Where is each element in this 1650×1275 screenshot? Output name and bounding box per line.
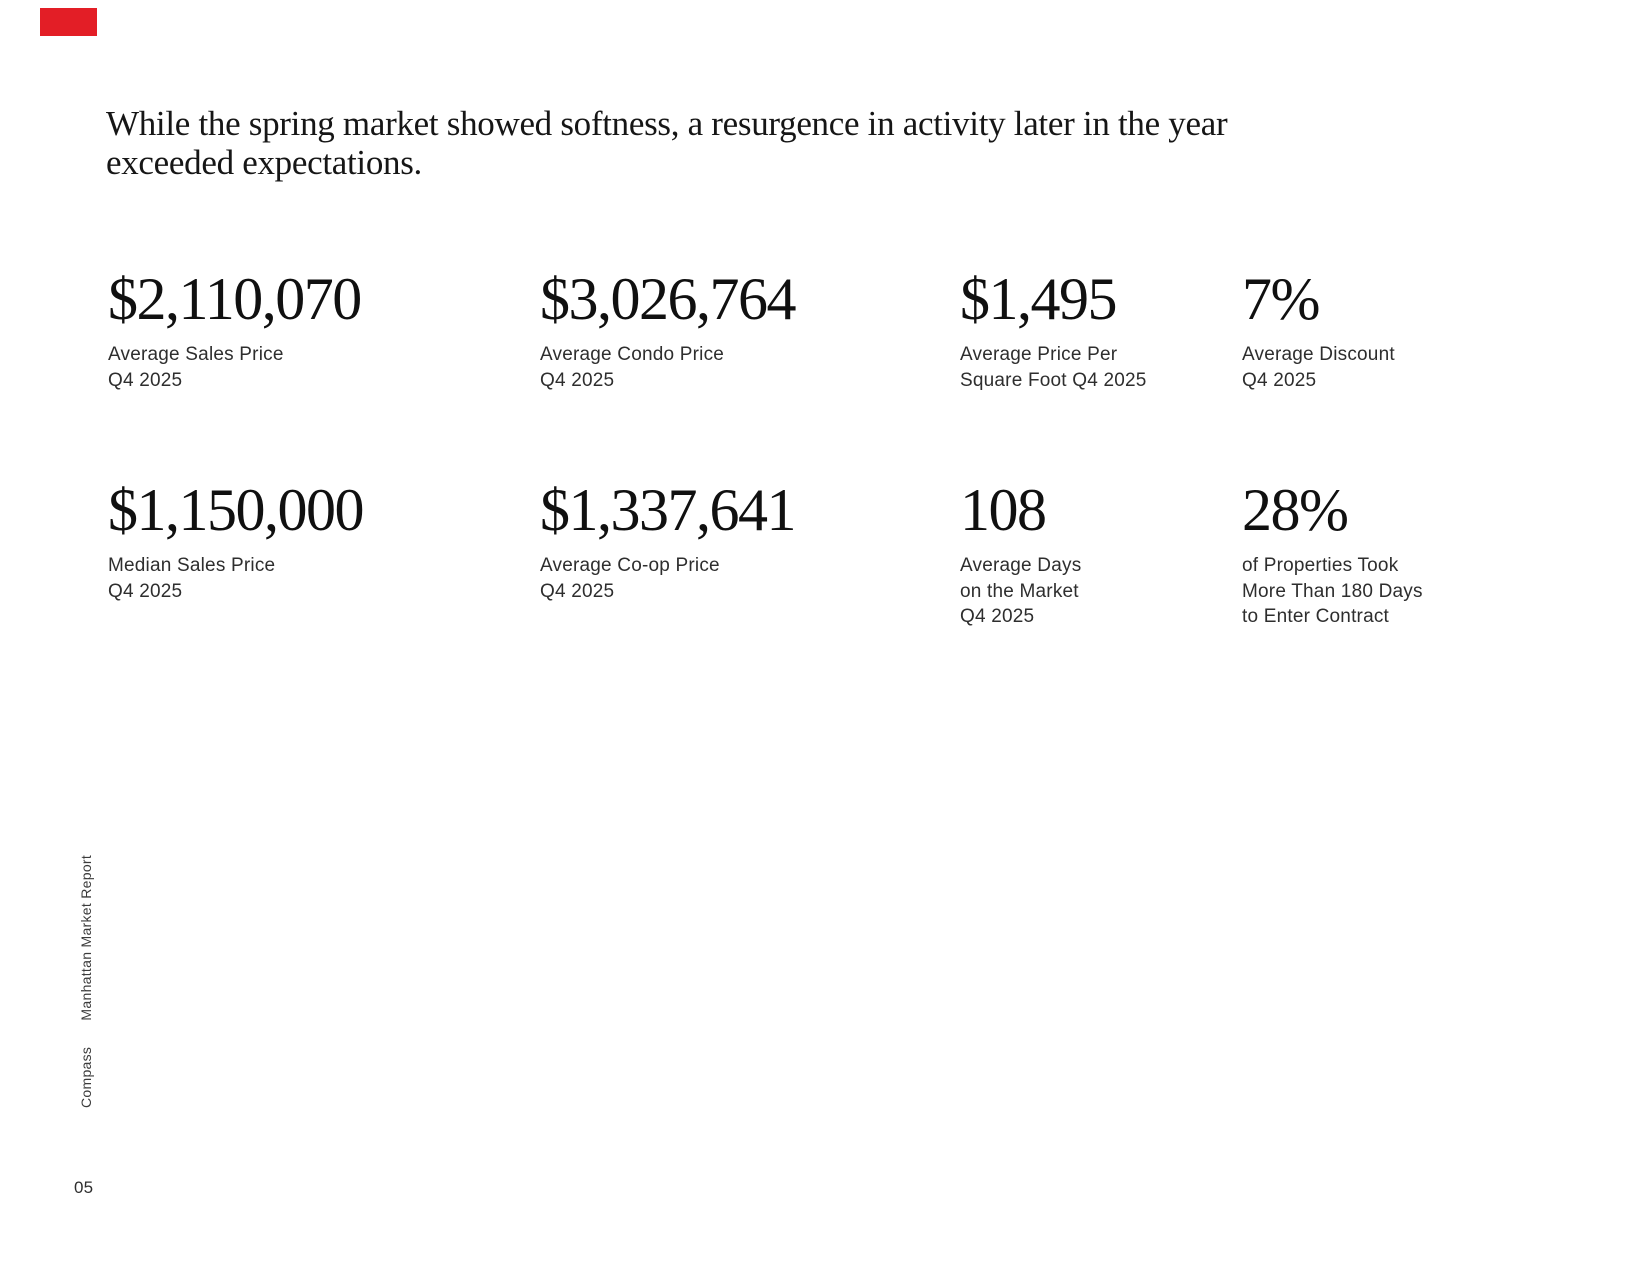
stat-label: Average Co-op Price Q4 2025 bbox=[540, 553, 795, 604]
headline-line-2: exceeded expectations. bbox=[106, 143, 423, 182]
headline-line-1: While the spring market showed softness,… bbox=[106, 104, 1228, 143]
page-headline: While the spring market showed softness,… bbox=[106, 104, 1228, 182]
stat-value: $1,495 bbox=[960, 266, 1117, 332]
stat-label-line: to Enter Contract bbox=[1242, 606, 1390, 627]
stat-label-line: Q4 2025 bbox=[108, 580, 183, 602]
vertical-brand-text: Compass Manhattan Market Report bbox=[78, 855, 94, 1108]
stat-average-days-on-market: 108 Average Days on the Market Q4 2025 bbox=[960, 479, 1081, 630]
stat-average-coop-price: $1,337,641 Average Co-op Price Q4 2025 bbox=[540, 477, 797, 604]
page-number: 05 bbox=[74, 1178, 94, 1197]
stat-label-line: Square Foot Q4 2025 bbox=[960, 369, 1147, 391]
stat-value: $3,026,764 bbox=[540, 266, 797, 332]
stat-label-line: Average Sales Price bbox=[108, 344, 284, 365]
stat-label-line: Q4 2025 bbox=[1242, 369, 1317, 391]
stat-value: $2,110,070 bbox=[108, 266, 362, 332]
stat-label: Average Price Per Square Foot Q4 2025 bbox=[960, 342, 1147, 393]
stat-label-line: Q4 2025 bbox=[540, 369, 615, 391]
stat-label: Average Condo Price Q4 2025 bbox=[540, 342, 795, 393]
stat-label-line: Average Discount bbox=[1242, 344, 1395, 365]
brand-accent-bar bbox=[40, 8, 97, 36]
stat-value: $1,337,641 bbox=[540, 477, 797, 543]
report-title: Manhattan Market Report bbox=[78, 854, 94, 1021]
stat-label-line: Q4 2025 bbox=[108, 369, 183, 391]
stat-label: of Properties Took More Than 180 Days to… bbox=[1242, 553, 1423, 630]
stat-label-line: Median Sales Price bbox=[108, 555, 276, 576]
stat-label-line: Average Price Per bbox=[960, 344, 1118, 365]
stat-average-discount: 7% Average Discount Q4 2025 bbox=[1242, 268, 1395, 393]
stat-properties-over-180-days: 28% of Properties Took More Than 180 Day… bbox=[1242, 479, 1423, 630]
stat-average-sales-price: $2,110,070 Average Sales Price Q4 2025 bbox=[108, 266, 362, 393]
stat-label-line: Average Condo Price bbox=[540, 344, 725, 365]
stat-value: 108 bbox=[960, 477, 1047, 543]
stat-label: Median Sales Price Q4 2025 bbox=[108, 553, 363, 604]
stat-median-sales-price: $1,150,000 Median Sales Price Q4 2025 bbox=[108, 477, 365, 604]
stat-label-line: Average Days bbox=[960, 555, 1082, 576]
stat-value: 7% bbox=[1242, 266, 1320, 332]
stat-label-line: on the Market bbox=[960, 580, 1079, 602]
stat-label-line: Q4 2025 bbox=[960, 606, 1035, 627]
stat-average-price-per-square-foot: $1,495 Average Price Per Square Foot Q4 … bbox=[960, 268, 1147, 393]
stat-label-line: of Properties Took bbox=[1242, 555, 1399, 576]
stat-value: $1,150,000 bbox=[108, 477, 365, 543]
stat-label-line: Q4 2025 bbox=[540, 580, 615, 602]
stat-value: 28% bbox=[1242, 477, 1349, 543]
brand-name: Compass bbox=[78, 1046, 94, 1108]
stat-average-condo-price: $3,026,764 Average Condo Price Q4 2025 bbox=[540, 266, 797, 393]
stat-label: Average Days on the Market Q4 2025 bbox=[960, 553, 1081, 630]
stat-label: Average Discount Q4 2025 bbox=[1242, 342, 1395, 393]
stat-label-line: Average Co-op Price bbox=[540, 555, 720, 576]
stat-label-line: More Than 180 Days bbox=[1242, 580, 1423, 602]
stat-label: Average Sales Price Q4 2025 bbox=[108, 342, 361, 393]
